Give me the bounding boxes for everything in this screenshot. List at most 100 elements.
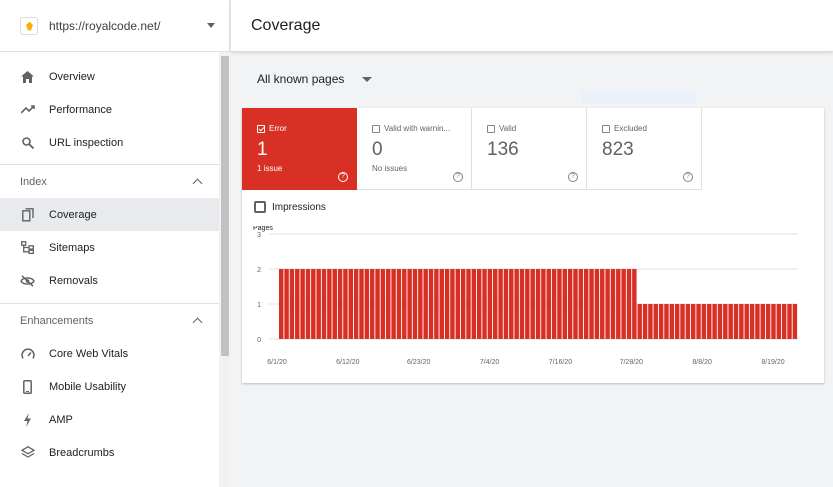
chart-bar [701, 304, 707, 339]
chart-bar [300, 269, 305, 339]
page-header: Coverage [231, 0, 833, 52]
checkbox-icon[interactable] [487, 124, 495, 133]
chart-bar [386, 269, 391, 339]
sidebar-item-mobile-usability[interactable]: Mobile Usability [0, 370, 219, 403]
caret-down-icon[interactable] [207, 23, 215, 28]
sidebar: https://royalcode.net/ Overview Performa… [0, 0, 230, 487]
impressions-toggle[interactable]: Impressions [254, 201, 326, 213]
chart-bar [407, 269, 412, 339]
chart-bar [530, 269, 535, 339]
chart-bar [696, 304, 701, 339]
sidebar-item-sitemaps[interactable]: Sitemaps [0, 231, 219, 264]
tile-label: Valid with warnin... [384, 124, 451, 133]
chart-bar [771, 304, 776, 339]
chart-bar [551, 269, 557, 339]
help-icon[interactable]: ? [338, 172, 348, 182]
phone-icon [20, 379, 35, 394]
chart-bar [316, 269, 321, 339]
checkbox-icon[interactable] [372, 124, 380, 133]
property-url: https://royalcode.net/ [49, 18, 161, 33]
tile-valid[interactable]: Valid 136 ? [472, 108, 587, 190]
tile-excluded[interactable]: Excluded 823 ? [587, 108, 702, 190]
chart-bar [487, 269, 493, 339]
sidebar-item-breadcrumbs[interactable]: Breadcrumbs [0, 436, 219, 469]
y-tick-label: 3 [257, 232, 261, 239]
section-enhancements-header[interactable]: Enhancements [0, 304, 219, 337]
sidebar-item-removals[interactable]: Removals [0, 264, 219, 297]
chart-bar [295, 269, 300, 339]
trending-up-icon [20, 102, 35, 117]
chart-bar [776, 304, 782, 339]
chart-bar [557, 269, 562, 339]
chart-bar [664, 304, 669, 339]
tile-value: 136 [487, 139, 519, 160]
chart-bar [284, 269, 289, 339]
chart-bar [332, 269, 337, 339]
chart-bar [589, 269, 594, 339]
sidebar-item-amp[interactable]: AMP [0, 403, 219, 436]
tile-valid-with-warnings[interactable]: Valid with warnin... 0 No issues ? [357, 108, 472, 190]
chart-bar [744, 304, 749, 339]
property-selector[interactable]: https://royalcode.net/ [0, 0, 229, 52]
help-icon[interactable]: ? [683, 172, 693, 182]
section-title: Enhancements [20, 314, 94, 327]
chart-bar [669, 304, 675, 339]
chart-bar [321, 269, 327, 339]
chart-bar [760, 304, 765, 339]
chart-bar [578, 269, 584, 339]
sitemap-icon [20, 240, 35, 255]
sidebar-item-core-web-vitals[interactable]: Core Web Vitals [0, 337, 219, 370]
chevron-up-icon[interactable] [192, 317, 203, 328]
sidebar-item-url-inspection[interactable]: URL inspection [0, 126, 219, 159]
chevron-up-icon[interactable] [192, 178, 203, 189]
y-tick-label: 2 [257, 267, 261, 274]
sidebar-item-label: Overview [49, 70, 95, 83]
chart-bar [471, 269, 477, 339]
x-tick-label: 7/4/20 [480, 359, 500, 366]
chart-bar [396, 269, 402, 339]
chart-bar [787, 304, 792, 339]
sidebar-item-performance[interactable]: Performance [0, 93, 219, 126]
chart-bar [498, 269, 503, 339]
y-axis-label: Pages [253, 226, 273, 232]
sidebar-item-label: Breadcrumbs [49, 446, 115, 459]
checkbox-checked-icon[interactable] [257, 124, 265, 133]
chart-bar [476, 269, 482, 339]
sidebar-item-overview[interactable]: Overview [0, 60, 219, 93]
chart-bar [707, 304, 712, 339]
coverage-chart: Pages 0 1 2 3 6/1/20 6/12/20 6/23/20 7/4/20 7/16/… [253, 226, 798, 366]
caret-down-icon[interactable] [362, 76, 373, 82]
chart-bar [717, 304, 723, 339]
chart-bar [450, 269, 455, 339]
chart-bar [621, 269, 626, 339]
chart-bar [380, 269, 386, 339]
sidebar-item-label: URL inspection [49, 136, 124, 149]
chart-bar [364, 269, 370, 339]
help-icon[interactable]: ? [568, 172, 578, 182]
y-tick-label: 0 [257, 337, 261, 344]
sidebar-item-label: Removals [49, 274, 98, 287]
chart-bar [412, 269, 418, 339]
chart-bar [685, 304, 691, 339]
chart-bar [733, 304, 739, 339]
sidebar-item-coverage[interactable]: Coverage [0, 198, 219, 231]
pages-filter-dropdown[interactable]: All known pages [257, 72, 373, 86]
chart-bar [594, 269, 600, 339]
tile-error[interactable]: Error 1 1 issue ? [242, 108, 357, 190]
sidebar-item-label: AMP [49, 413, 73, 426]
x-tick-label: 6/23/20 [407, 359, 430, 366]
chart-bar [792, 304, 798, 339]
chart-bar [755, 304, 760, 339]
x-tick-label: 6/1/20 [267, 359, 287, 366]
section-index-header[interactable]: Index [0, 165, 219, 198]
chart-bar [519, 269, 525, 339]
checkbox-icon[interactable] [602, 124, 610, 133]
help-icon[interactable]: ? [453, 172, 463, 182]
x-tick-label: 8/19/20 [761, 359, 784, 366]
property-favicon-icon [20, 16, 38, 35]
checkbox-icon[interactable] [254, 201, 266, 213]
chart-bar [402, 269, 407, 339]
sidebar-scrollbar-thumb[interactable] [221, 56, 229, 356]
tile-label-row: Valid with warnin... [372, 124, 471, 133]
chart-bar [605, 269, 610, 339]
